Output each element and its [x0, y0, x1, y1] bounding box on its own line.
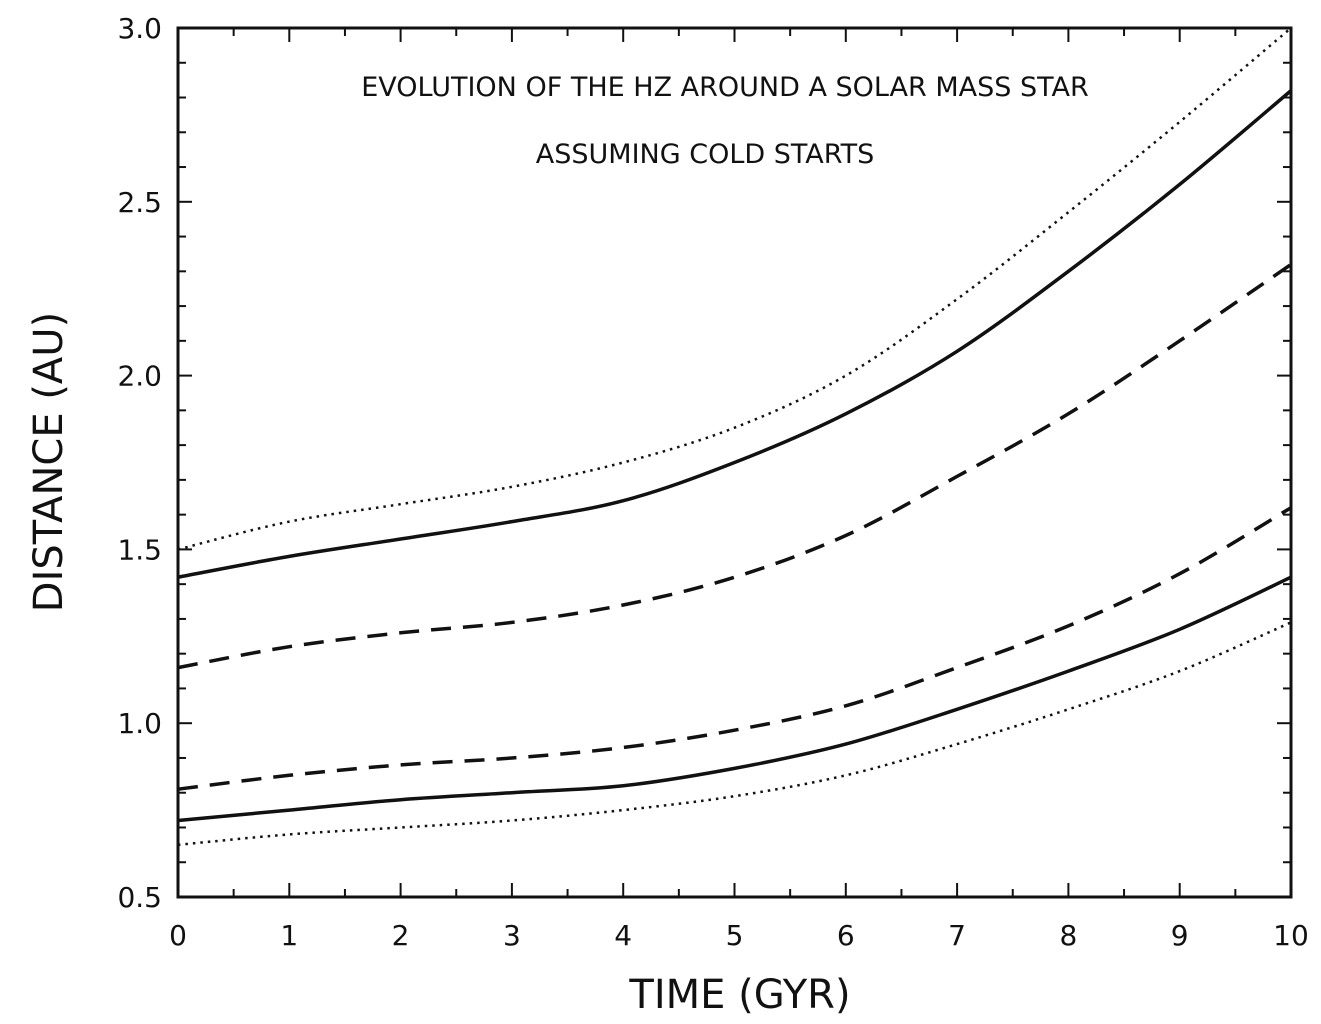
x-tick-label: 3: [503, 919, 521, 952]
series-line-2-solid: [177, 89, 1293, 579]
x-tick-label: 8: [1059, 919, 1077, 952]
series-line-6-dotted: [177, 621, 1292, 847]
x-tick-labels: 0 1 2 3 4 5 6 7 8 9 10: [169, 919, 1309, 952]
series-lines: [177, 27, 1293, 847]
y-tick-label: 1.5: [117, 533, 162, 566]
y-tick-label: 0.5: [117, 881, 162, 914]
x-tick-label: 10: [1273, 919, 1309, 952]
y-tick-labels: 0.5 1.0 1.5 2.0 2.5 3.0: [117, 12, 162, 914]
x-tick-label: 9: [1171, 919, 1189, 952]
y-axis-label: DISTANCE (AU): [26, 312, 72, 612]
series-line-5-solid: [177, 575, 1292, 823]
series-line-4-dashed: [177, 506, 1292, 791]
y-tick-label: 2.5: [117, 186, 162, 219]
x-tick-label: 4: [614, 919, 632, 952]
chart-subtitle: ASSUMING COLD STARTS: [536, 139, 874, 170]
axis-ticks: [177, 27, 1292, 898]
x-axis-label: TIME (GYR): [628, 972, 850, 1018]
x-tick-label: 0: [169, 919, 187, 952]
y-tick-label: 1.0: [117, 707, 162, 740]
y-tick-label: 3.0: [117, 12, 162, 45]
x-tick-label: 5: [726, 919, 744, 952]
y-tick-label: 2.0: [117, 360, 162, 393]
chart-title: EVOLUTION OF THE HZ AROUND A SOLAR MASS …: [361, 72, 1089, 103]
x-tick-label: 7: [948, 919, 966, 952]
x-tick-label: 2: [392, 919, 410, 952]
series-line-3-dashed: [177, 262, 1292, 670]
x-tick-label: 1: [280, 919, 298, 952]
x-tick-label: 6: [837, 919, 855, 952]
series-line-1-dotted: [177, 27, 1292, 551]
